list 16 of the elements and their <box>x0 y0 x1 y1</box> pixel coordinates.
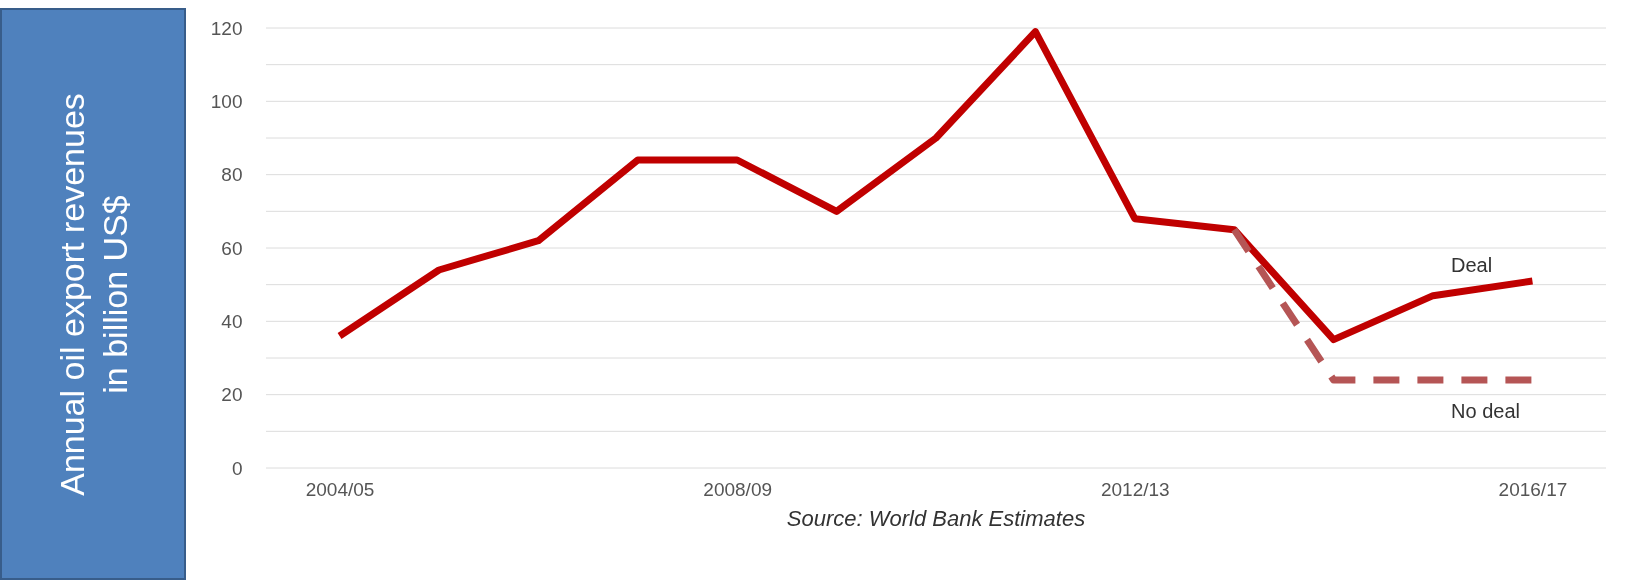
y-tick-label: 0 <box>231 457 243 479</box>
y-tick-label: 20 <box>221 384 243 406</box>
y-tick-label: 120 <box>210 17 243 39</box>
series-label: No deal <box>1451 400 1520 422</box>
y-tick-label: 100 <box>210 90 243 112</box>
y-axis-title: Annual oil export revenues in billion US$ <box>51 91 134 498</box>
y-tick-label: 60 <box>221 237 243 259</box>
y-tick-label: 40 <box>221 310 243 332</box>
y-tick-label: 80 <box>221 164 243 186</box>
source-note: Source: World Bank Estimates <box>786 506 1086 531</box>
x-tick-label: 2012/13 <box>1100 478 1170 500</box>
series-label: Deal <box>1451 253 1493 276</box>
label-panel: Annual oil export revenues in billion US$ <box>0 8 186 580</box>
x-tick-label: 2016/17 <box>1498 478 1568 500</box>
x-tick-label: 2008/09 <box>703 478 773 500</box>
x-tick-label: 2004/05 <box>305 478 375 500</box>
